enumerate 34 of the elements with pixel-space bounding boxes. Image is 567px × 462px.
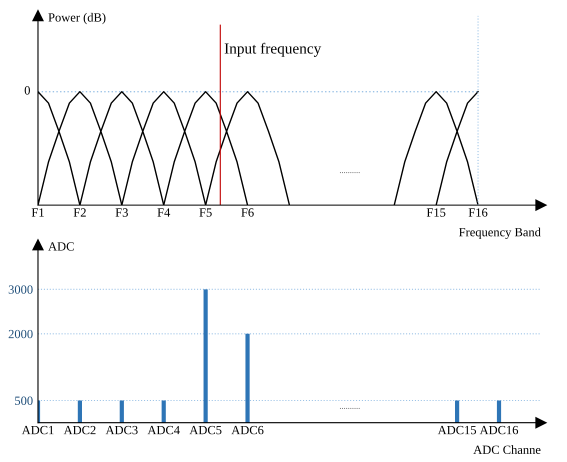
- bar: [120, 400, 124, 423]
- text: Input frequency: [224, 42, 322, 57]
- x-tick-label: F16: [468, 208, 488, 217]
- x-tick-label: F1: [32, 208, 44, 217]
- x-tick-label: ADC6: [231, 426, 264, 434]
- bar: [455, 400, 460, 423]
- x-axis-title: Frequency Band: [459, 228, 541, 239]
- x-tick-label: F3: [116, 208, 128, 217]
- bar: [78, 400, 82, 423]
- bar: [245, 334, 250, 423]
- bar: [162, 400, 166, 423]
- annotation: ..........: [340, 172, 360, 174]
- x-tick-label: ADC15: [438, 426, 476, 434]
- bar: [204, 289, 208, 423]
- annotation: ..........: [340, 408, 360, 409]
- x-tick-label: ADC2: [64, 426, 96, 434]
- x-tick-label: ADC16: [480, 426, 518, 434]
- x-tick-label: ADC4: [148, 426, 180, 434]
- y-axis-title: ADC: [48, 242, 74, 251]
- x-axis-title: ADC Channe: [473, 445, 540, 454]
- y-axis-title: Power (dB): [48, 12, 106, 24]
- x-tick-label: F6: [241, 208, 254, 217]
- bar: [496, 400, 502, 423]
- x-tick-label: ADC5: [189, 426, 222, 434]
- y-tick-label: 3000: [8, 285, 33, 294]
- text: 0: [24, 86, 30, 95]
- x-tick-label: F5: [199, 208, 212, 217]
- x-tick-label: F2: [74, 208, 86, 217]
- x-tick-label: ADC1: [22, 426, 54, 434]
- x-tick-label: F15: [426, 208, 446, 217]
- x-tick-label: ADC3: [106, 426, 138, 434]
- y-tick-label: 2000: [8, 330, 33, 338]
- y-tick-label: 500: [15, 396, 33, 405]
- x-tick-label: F4: [157, 208, 170, 217]
